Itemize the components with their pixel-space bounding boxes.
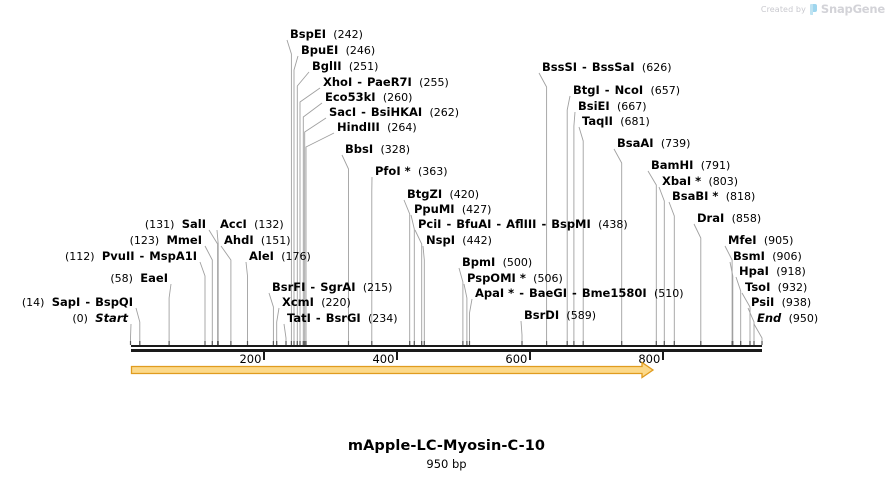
- orf-arrow-shape[interactable]: [130, 361, 655, 379]
- site-label-bsrdi[interactable]: BsrDI (589): [524, 308, 597, 322]
- ruler-tick-200: [263, 352, 266, 360]
- site-label-nspi[interactable]: NspI (442): [426, 233, 492, 247]
- ruler-tick-label-200: 200: [239, 352, 262, 366]
- ruler-tick-label-400: 400: [372, 352, 395, 366]
- site-label-hpai[interactable]: HpaI (918): [739, 264, 806, 278]
- site-label-bsabi[interactable]: BsaBI * (818): [672, 189, 756, 203]
- site-label-bpmi[interactable]: BpmI (500): [462, 255, 533, 269]
- site-label-sali[interactable]: (131) SalI: [144, 217, 206, 231]
- ruler-tick-400: [396, 352, 399, 360]
- watermark-created-by-text: Created by: [760, 4, 806, 14]
- orf-feature-arrow[interactable]: [0, 358, 893, 388]
- ruler-tick-label-800: 800: [638, 352, 661, 366]
- site-label-bsmi[interactable]: BsmI (906): [733, 249, 802, 263]
- site-label-bspei[interactable]: BspEI (242): [290, 27, 363, 41]
- site-label-tati[interactable]: TatI - BsrGI (234): [287, 311, 398, 325]
- site-label-psii[interactable]: PsiI (938): [751, 295, 812, 309]
- site-label-ahdi[interactable]: AhdI (151): [224, 233, 291, 247]
- site-label-sapi[interactable]: (14) SapI - BspQI: [21, 295, 133, 309]
- restriction-site-label-layer: BspEI (242) BpuEI (246) BglII (251) XhoI - …: [21, 27, 819, 325]
- snapgene-logo-icon: [809, 3, 817, 15]
- site-label-acci[interactable]: AccI (132): [220, 217, 284, 231]
- watermark-brand-text: SnapGene: [820, 2, 885, 16]
- ruler-tick-800: [662, 352, 665, 360]
- site-label-bsiei[interactable]: BsiEI (667): [578, 99, 647, 113]
- site-label-bsrfi[interactable]: BsrFI - SgrAI (215): [272, 280, 393, 294]
- site-label-ppumi[interactable]: PpuMI (427): [414, 202, 492, 216]
- snapgene-watermark: Created by SnapGene: [761, 2, 885, 16]
- ruler-line-bottom: [130, 349, 762, 352]
- site-label-btgi[interactable]: BtgI - NcoI (657): [573, 83, 681, 97]
- site-label-end[interactable]: End (950): [757, 311, 819, 325]
- sequence-ruler: 200 400 600 800: [0, 340, 893, 380]
- site-label-bsaai[interactable]: BsaAI (739): [617, 136, 691, 150]
- ruler-tick-label-600: 600: [505, 352, 528, 366]
- site-label-mmei[interactable]: (123) MmeI: [129, 233, 202, 247]
- construct-length: 950 bp: [426, 457, 467, 471]
- site-label-xhoi[interactable]: XhoI - PaeR7I (255): [323, 75, 449, 89]
- site-label-eaei[interactable]: (58) EaeI: [110, 271, 168, 285]
- site-label-btgzi[interactable]: BtgZI (420): [407, 187, 480, 201]
- site-label-hindiii[interactable]: HindIII (264): [337, 120, 417, 134]
- site-label-eco53ki[interactable]: Eco53kI (260): [325, 90, 413, 104]
- site-label-pfoi[interactable]: PfoI * (363): [375, 164, 448, 178]
- site-label-apai[interactable]: ApaI * - BaeGI - Bme1580I (510): [475, 286, 684, 300]
- site-label-mfei[interactable]: MfeI (905): [728, 233, 794, 247]
- site-label-bglii[interactable]: BglII (251): [312, 59, 379, 73]
- site-label-tsoi[interactable]: TsoI (932): [745, 280, 808, 294]
- site-label-drai[interactable]: DraI (858): [697, 211, 762, 225]
- site-label-saci[interactable]: SacI - BsiHKAI (262): [329, 105, 460, 119]
- ruler-tick-600: [529, 352, 532, 360]
- site-label-xbai[interactable]: XbaI * (803): [662, 174, 739, 188]
- ruler-line-top: [130, 345, 762, 347]
- construct-name: mApple-LC-Myosin-C-10: [347, 438, 546, 454]
- site-label-alei[interactable]: AleI (176): [249, 249, 311, 263]
- map-footer: mApple-LC-Myosin-C-10 950 bp: [0, 438, 893, 471]
- site-label-pspomi[interactable]: PspOMI * (506): [467, 271, 563, 285]
- site-label-bamhi[interactable]: BamHI (791): [651, 158, 731, 172]
- site-label-taqii[interactable]: TaqII (681): [582, 114, 650, 128]
- site-label-bbsi[interactable]: BbsI (328): [345, 142, 411, 156]
- site-label-start[interactable]: (0) Start: [72, 311, 128, 325]
- site-label-pvuii[interactable]: (112) PvuII - MspA1I: [64, 249, 197, 263]
- site-label-bsssi[interactable]: BssSI - BssSaI (626): [542, 60, 672, 74]
- site-label-pcii[interactable]: PciI - BfuAI - AflIII - BspMI (438): [418, 217, 628, 231]
- site-label-xcmi[interactable]: XcmI (220): [282, 295, 351, 309]
- site-label-bpuei[interactable]: BpuEI (246): [301, 43, 376, 57]
